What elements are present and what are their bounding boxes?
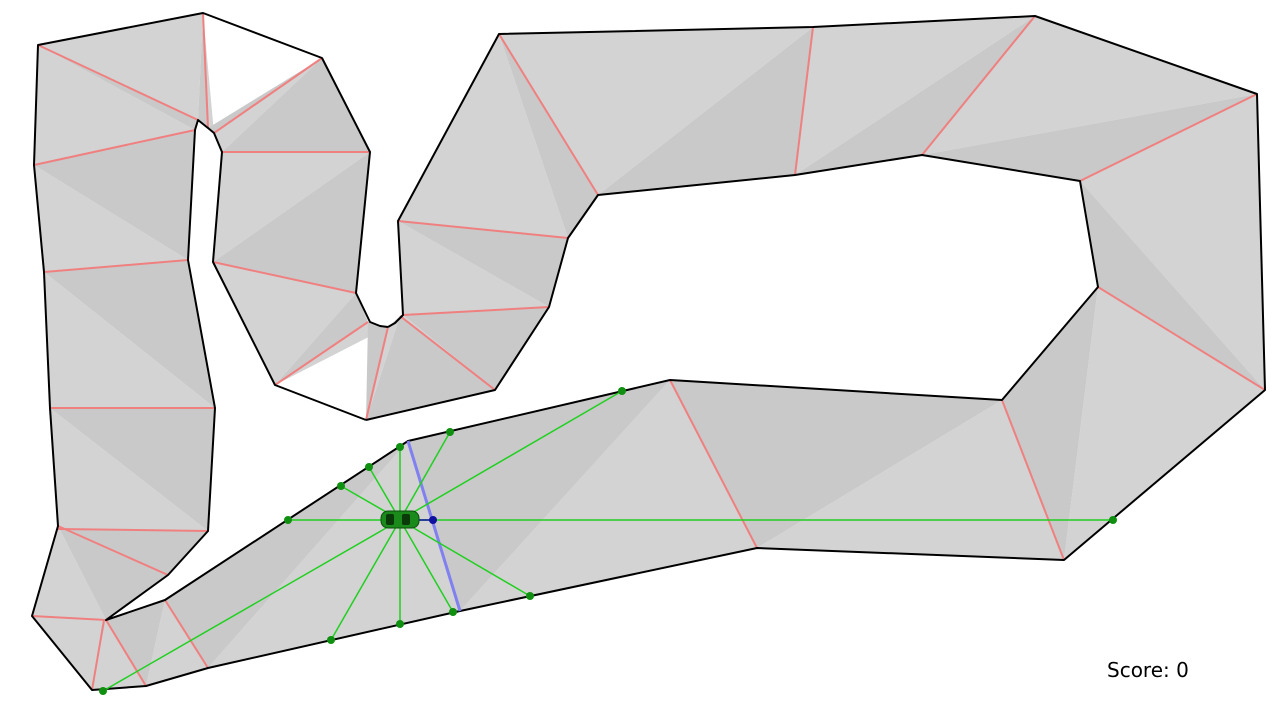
sensor-ray [399,519,531,597]
track-segment [598,27,813,195]
track-segment [795,16,1035,175]
sensor-hit-dot [446,428,454,436]
checkpoint-line [202,12,209,129]
checkpoint-line [399,315,496,391]
track-segment [213,262,356,385]
track-segment [92,620,146,690]
track-segment [922,94,1257,181]
checkpoint-line [213,57,323,134]
car-rear-window [386,514,394,525]
track-segment [146,600,208,686]
track-segment [208,441,460,668]
track-borders [31,12,1266,691]
sensor-ray [330,519,401,641]
sensor-hit-dot [618,387,626,395]
track-segment [1080,181,1265,390]
track-segment [58,526,168,620]
track-segment [32,616,104,690]
checkpoint-line [1079,93,1258,182]
track-segment [398,221,568,307]
sensor-hit-dot [99,687,107,695]
checkpoint-line [43,259,189,273]
sensor-hit-dot [327,636,335,644]
checkpoint-line [164,599,209,669]
track-segment [222,58,370,152]
track-segment [275,293,368,385]
checkpoint-line [33,129,196,166]
checkpoint-line [1001,399,1065,561]
checkpoint-line [921,15,1036,156]
track-segment [499,34,598,238]
track-segment [38,13,203,120]
checkpoint-line [91,619,105,691]
sensor-ray [399,390,623,521]
heading-dot-icon [429,516,437,524]
track-segment [398,34,568,238]
track-segment [408,380,670,611]
car-windshield [402,514,410,525]
sensor-hit-dot [337,482,345,490]
track-segment [366,316,495,420]
track-segment [213,152,370,293]
sensor-hit-dot [284,516,292,524]
track-segment [58,529,208,575]
track-segment [198,13,208,128]
checkpoint-line [402,306,550,316]
active-checkpoint [406,440,462,612]
track-segment [922,16,1257,155]
sensor-hit-dot [1109,516,1117,524]
track-segment [460,380,757,611]
sensor-hit-dot [526,592,534,600]
track-segment [1064,287,1265,560]
track-surface [32,13,1265,690]
track-segment [203,13,214,133]
checkpoint-line [31,615,107,621]
track-segment [499,27,813,195]
sensor-ray [102,519,401,692]
checkpoint-line [274,321,369,386]
outer-track-border [105,119,1099,621]
sensor-ray [399,519,454,613]
checkpoint-line [794,26,814,176]
checkpoint-line [105,619,147,687]
track-segment [670,380,1002,548]
checkpoint-line [57,525,169,576]
track-segment [275,322,388,385]
checkpoint-line [365,326,389,421]
checkpoint-line [397,220,569,239]
active-checkpoint-line [406,440,462,612]
sensor-hit-dot [396,443,404,451]
track-segment [165,441,408,668]
checkpoint-line [37,44,199,121]
sensor-ray [399,431,451,521]
car-icon [380,510,437,529]
inner-track-border [31,12,1266,691]
sensor-hit-dot [365,463,373,471]
sensor-rays [99,387,1117,695]
track-segment [403,307,549,390]
sensor-hit-dot [449,608,457,616]
track-segment [50,408,215,531]
score-display: Score: 0 [1107,658,1189,682]
checkpoint-line [1097,286,1266,391]
track-segment [398,221,549,315]
track-segment [32,526,106,620]
track-segment [34,45,195,165]
checkpoint-line [498,33,599,196]
track-segment [1002,287,1098,560]
checkpoint-line [212,261,357,294]
track-segment [44,260,215,408]
track-segment [214,58,322,152]
track-segment [34,130,195,260]
track-segment [38,45,198,130]
track-segment [34,165,188,272]
sensor-hit-dot [396,620,404,628]
track-segment [1080,94,1265,390]
checkpoint-line [57,528,209,532]
